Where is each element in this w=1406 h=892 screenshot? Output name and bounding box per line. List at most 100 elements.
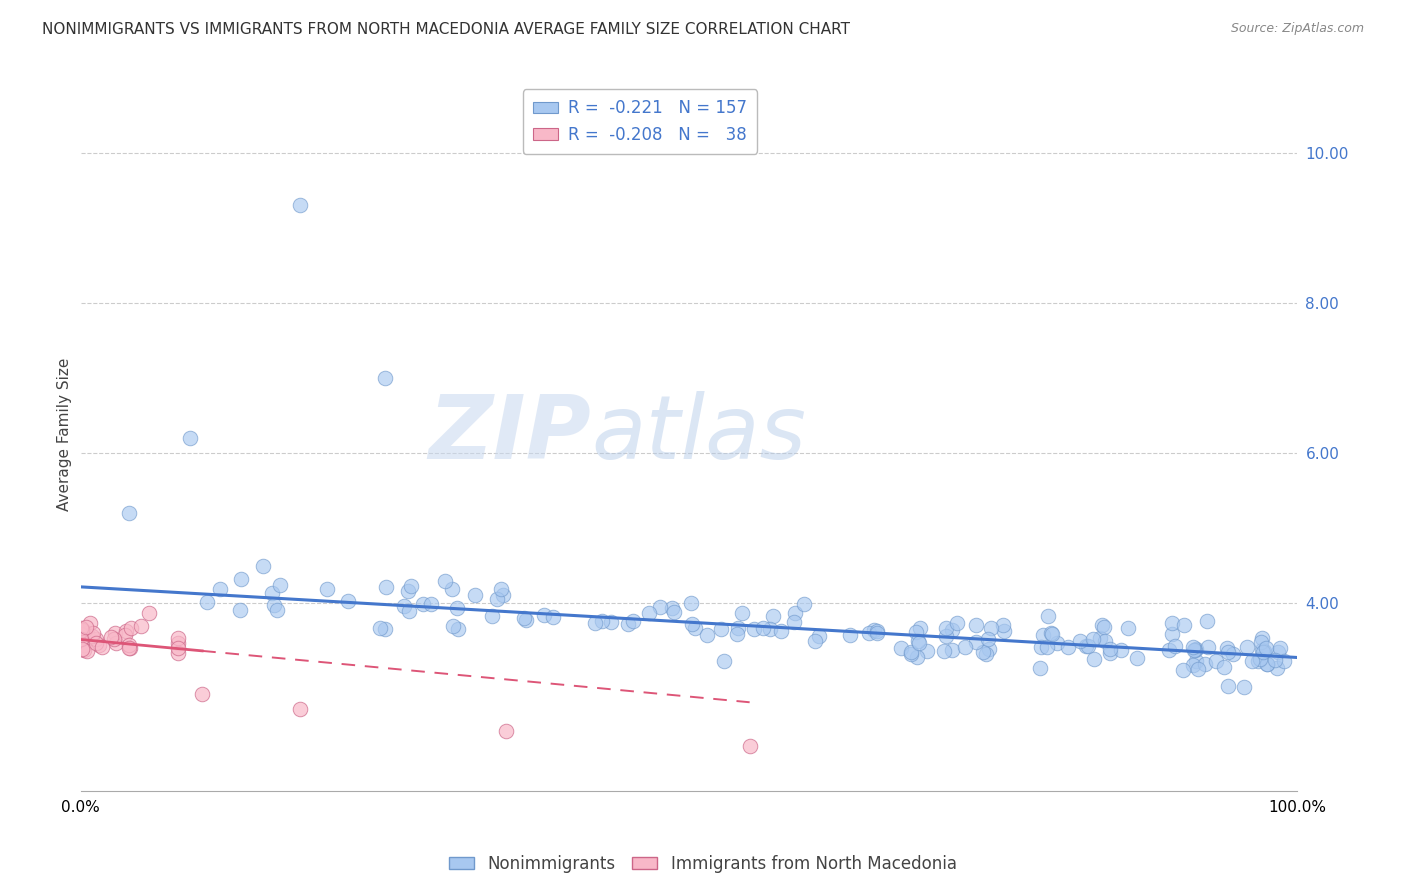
Point (1215, 640, 1237, 655)
Point (100, 630, 122, 644)
Point (974, 648, 997, 662)
Text: atlas: atlas (592, 392, 807, 477)
Point (513, 611, 536, 625)
Point (1161, 627, 1184, 641)
Point (1094, 633, 1116, 648)
Point (412, 597, 434, 611)
Point (866, 626, 889, 640)
Point (915, 643, 938, 657)
Point (681, 617, 703, 632)
Point (591, 614, 613, 628)
Point (1240, 654, 1263, 668)
Point (621, 615, 644, 629)
Point (1249, 651, 1271, 665)
Point (70, 623, 93, 637)
Point (1116, 621, 1139, 635)
Point (783, 615, 806, 629)
Point (166, 636, 188, 650)
Point (374, 580, 396, 594)
Point (1181, 640, 1204, 654)
Point (208, 582, 231, 596)
Point (808, 629, 831, 643)
Point (70, 622, 93, 636)
Point (751, 621, 773, 635)
Point (1185, 655, 1208, 669)
Point (583, 615, 606, 630)
Point (941, 643, 963, 657)
Point (1109, 643, 1132, 657)
Point (980, 621, 1002, 635)
Point (1264, 652, 1286, 666)
Point (114, 628, 136, 642)
Point (79, 615, 101, 630)
Point (742, 622, 765, 636)
Point (441, 619, 464, 633)
Point (648, 600, 671, 615)
Point (1265, 661, 1288, 675)
Legend: R =  -0.221   N = 157, R =  -0.208   N =   38: R = -0.221 N = 157, R = -0.208 N = 38 (523, 89, 758, 153)
Point (759, 622, 782, 636)
Point (229, 572, 252, 586)
Point (87, 639, 110, 653)
Point (72, 642, 94, 657)
Point (953, 640, 976, 655)
Point (76, 644, 98, 658)
Point (1069, 634, 1091, 648)
Point (1173, 618, 1195, 632)
Text: NONIMMIGRANTS VS IMMIGRANTS FROM NORTH MACEDONIA AVERAGE FAMILY SIZE CORRELATION: NONIMMIGRANTS VS IMMIGRANTS FROM NORTH M… (42, 22, 851, 37)
Point (972, 645, 994, 659)
Point (441, 582, 464, 596)
Legend: Nonimmigrants, Immigrants from North Macedonia: Nonimmigrants, Immigrants from North Mac… (443, 848, 963, 880)
Point (710, 622, 733, 636)
Point (1036, 609, 1059, 624)
Point (1251, 631, 1274, 645)
Point (1205, 654, 1227, 668)
Point (905, 625, 928, 640)
Point (120, 622, 142, 636)
Point (1187, 662, 1209, 676)
Point (1254, 641, 1277, 656)
Point (288, 198, 311, 212)
Point (80, 629, 103, 643)
Point (993, 624, 1015, 639)
Point (1091, 617, 1114, 632)
Point (131, 619, 153, 633)
Point (804, 634, 827, 648)
Point (993, 618, 1015, 632)
Point (446, 601, 468, 615)
Point (738, 739, 761, 753)
Point (977, 632, 1000, 646)
Point (661, 600, 683, 615)
Point (890, 640, 912, 655)
Point (713, 654, 735, 668)
Point (617, 617, 640, 632)
Point (138, 606, 160, 620)
Point (463, 588, 485, 602)
Point (725, 627, 748, 641)
Point (1040, 626, 1063, 640)
Point (191, 687, 214, 701)
Point (934, 621, 956, 635)
Point (166, 631, 188, 645)
Point (515, 613, 537, 627)
Point (541, 609, 564, 624)
Point (118, 506, 141, 520)
Point (166, 641, 188, 656)
Point (1182, 658, 1205, 673)
Point (770, 624, 793, 639)
Point (118, 639, 141, 653)
Point (1236, 640, 1258, 655)
Point (368, 621, 391, 635)
Point (866, 624, 889, 639)
Point (73, 642, 96, 657)
Point (82, 625, 104, 640)
Point (730, 606, 752, 620)
Point (262, 586, 284, 600)
Point (785, 606, 807, 620)
Point (1088, 631, 1111, 645)
Point (90, 640, 112, 655)
Point (485, 591, 508, 606)
Point (681, 596, 703, 610)
Point (396, 584, 419, 599)
Point (399, 579, 422, 593)
